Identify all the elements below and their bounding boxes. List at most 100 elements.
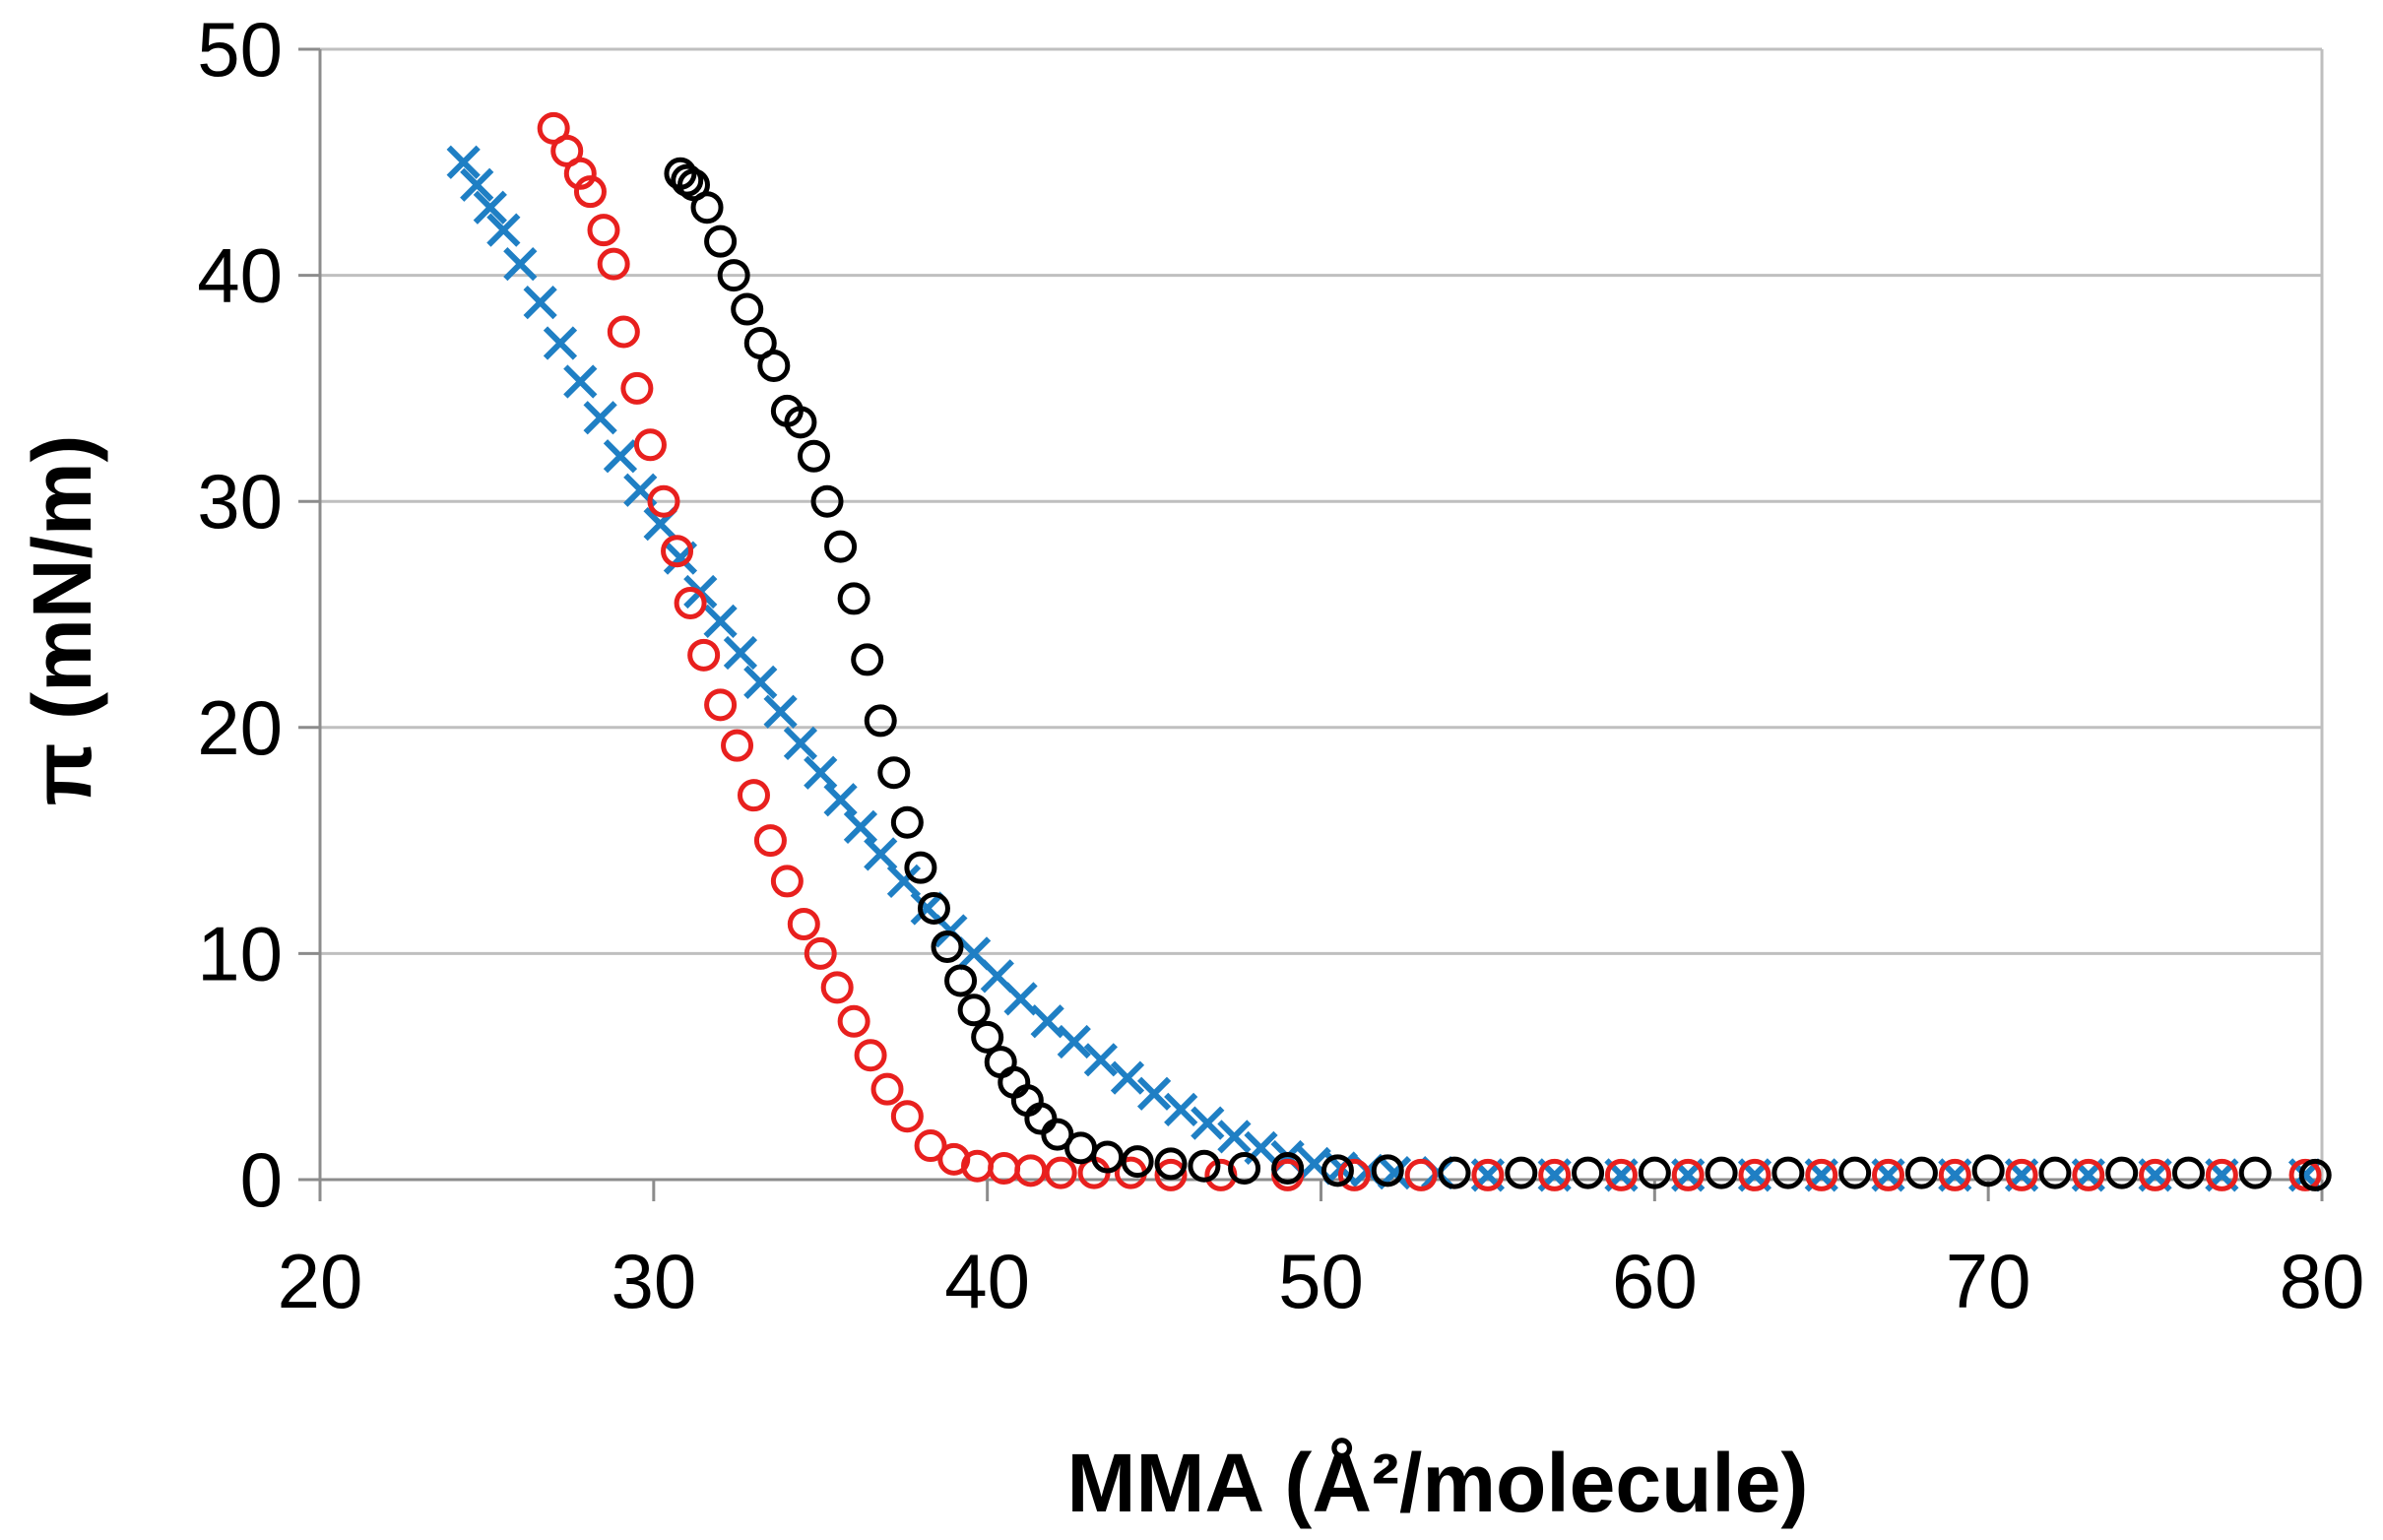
point-black-41 (1572, 1156, 1605, 1189)
point-blue-23 (886, 864, 922, 899)
point-red-7 (620, 371, 654, 405)
point-black-46 (1904, 1156, 1938, 1189)
series-black (664, 157, 2332, 1191)
point-blue-6 (543, 326, 578, 360)
point-black-38 (1371, 1154, 1404, 1187)
y-tick-label-2: 20 (197, 684, 283, 771)
point-black-44 (1771, 1156, 1805, 1189)
point-black-24 (971, 1020, 1004, 1054)
point-blue-30 (1057, 1024, 1091, 1059)
point-red-19 (804, 936, 837, 970)
point-black-3 (690, 191, 724, 225)
series-blue (446, 145, 2323, 1192)
point-blue-21 (843, 809, 878, 844)
point-red-44 (1872, 1158, 1905, 1191)
point-black-10 (784, 406, 817, 439)
point-red-3 (573, 175, 607, 209)
point-red-41 (1671, 1158, 1705, 1191)
point-red-2 (563, 157, 597, 190)
point-red-43 (1805, 1158, 1838, 1191)
point-black-19 (904, 851, 937, 884)
point-black-17 (877, 756, 911, 790)
point-red-10 (661, 535, 694, 568)
point-black-18 (890, 805, 924, 839)
point-black-48 (2038, 1156, 2072, 1189)
point-red-11 (674, 587, 707, 620)
point-black-4 (704, 225, 738, 258)
point-blue-32 (1110, 1060, 1145, 1095)
point-black-43 (1705, 1156, 1738, 1189)
point-blue-9 (603, 439, 638, 474)
point-red-49 (2205, 1158, 2238, 1191)
point-red-9 (647, 484, 680, 518)
point-black-8 (757, 349, 791, 382)
data-series (446, 111, 2332, 1192)
point-blue-2 (473, 190, 507, 225)
point-red-29 (1014, 1154, 1048, 1187)
series-red (537, 111, 2322, 1191)
point-black-42 (1638, 1156, 1671, 1189)
point-blue-4 (503, 246, 538, 282)
point-blue-28 (1003, 982, 1038, 1016)
point-red-42 (1738, 1158, 1771, 1191)
point-black-16 (864, 704, 897, 738)
point-black-29 (1041, 1118, 1074, 1151)
point-black-34 (1188, 1149, 1221, 1183)
point-red-20 (820, 971, 854, 1004)
x-tick-label-3: 50 (1278, 1238, 1364, 1324)
point-red-18 (787, 908, 820, 941)
tick-labels: 0 10 20 30 40 50 20 30 40 50 60 70 80 (197, 6, 2364, 1324)
point-red-8 (633, 428, 667, 462)
point-blue-0 (446, 145, 481, 179)
point-blue-18 (783, 726, 818, 760)
point-red-39 (1538, 1158, 1572, 1191)
point-blue-14 (703, 604, 738, 639)
point-red-14 (721, 729, 754, 762)
point-black-22 (944, 964, 978, 997)
point-black-23 (957, 994, 991, 1027)
point-blue-15 (723, 635, 758, 671)
axes (298, 47, 2324, 1201)
point-red-28 (988, 1152, 1021, 1186)
point-red-15 (737, 779, 770, 812)
point-red-46 (2005, 1158, 2038, 1191)
point-blue-35 (1191, 1106, 1225, 1140)
point-black-52 (2298, 1158, 2332, 1191)
point-black-51 (2238, 1156, 2272, 1189)
point-black-37 (1320, 1154, 1354, 1187)
point-blue-36 (1217, 1120, 1252, 1154)
point-blue-16 (743, 665, 778, 700)
point-blue-19 (804, 755, 838, 790)
point-red-38 (1471, 1158, 1505, 1191)
point-red-40 (1604, 1158, 1638, 1191)
y-tick-label-1: 10 (197, 910, 283, 996)
x-tick-label-6: 80 (2280, 1238, 2365, 1324)
point-red-21 (837, 1004, 870, 1038)
point-black-14 (837, 582, 870, 615)
point-black-13 (824, 530, 858, 563)
point-red-17 (770, 865, 804, 898)
point-blue-31 (1083, 1043, 1118, 1077)
point-black-35 (1228, 1152, 1261, 1186)
point-black-33 (1154, 1147, 1188, 1181)
point-red-5 (597, 247, 630, 281)
point-black-5 (717, 259, 750, 292)
point-black-20 (917, 891, 950, 925)
x-tick-label-1: 30 (611, 1238, 696, 1324)
point-black-40 (1505, 1156, 1538, 1189)
point-red-4 (587, 214, 620, 247)
point-red-22 (854, 1039, 887, 1072)
point-red-30 (1044, 1156, 1077, 1189)
point-black-39 (1438, 1156, 1471, 1189)
point-red-25 (914, 1129, 947, 1163)
y-tick-label-4: 40 (197, 232, 283, 319)
point-red-37 (1404, 1158, 1438, 1191)
point-red-47 (2072, 1158, 2105, 1191)
y-axis-title: π (mN/m) (16, 435, 108, 806)
point-blue-29 (1030, 1004, 1064, 1039)
point-blue-8 (583, 401, 617, 435)
gridlines (320, 47, 2324, 1180)
point-black-45 (1838, 1156, 1872, 1189)
